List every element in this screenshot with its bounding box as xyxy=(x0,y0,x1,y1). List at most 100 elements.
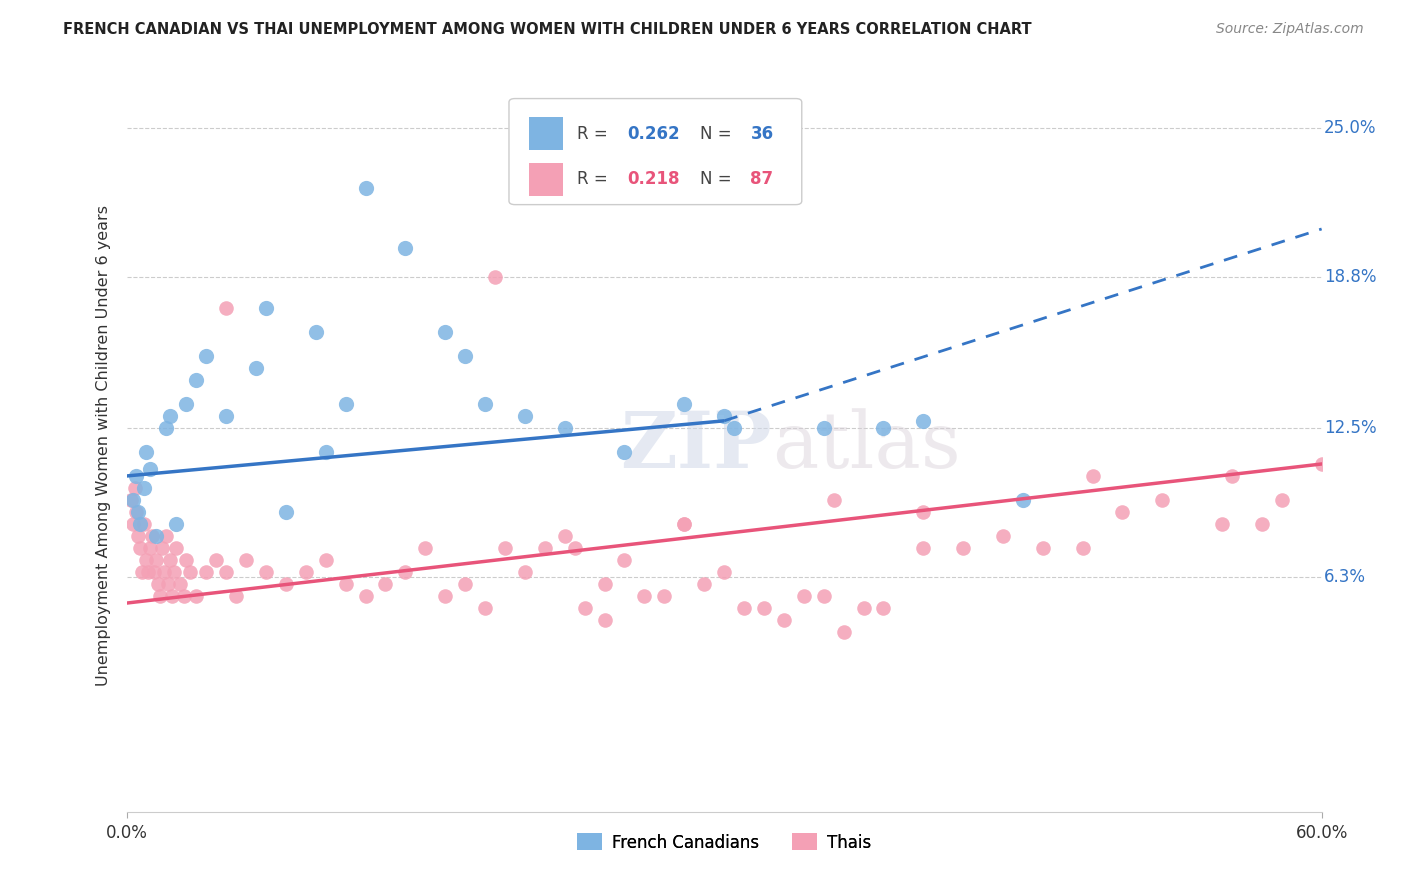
Point xyxy=(673,397,696,411)
Point xyxy=(174,553,197,567)
Text: 0.218: 0.218 xyxy=(627,170,679,188)
Point xyxy=(195,565,218,579)
Point xyxy=(713,409,735,423)
Point xyxy=(163,565,186,579)
Point xyxy=(1111,505,1133,519)
Point xyxy=(1081,469,1104,483)
Point xyxy=(494,541,516,555)
Point xyxy=(613,553,636,567)
Point xyxy=(474,600,496,615)
Point xyxy=(125,505,148,519)
Text: N =: N = xyxy=(700,170,737,188)
Point xyxy=(733,600,755,615)
Point xyxy=(513,565,536,579)
Bar xyxy=(529,118,562,150)
Legend: French Canadians, Thais: French Canadians, Thais xyxy=(569,827,879,858)
Point xyxy=(134,481,156,495)
Point xyxy=(174,397,197,411)
Point xyxy=(235,553,257,567)
Point xyxy=(852,600,875,615)
Point xyxy=(121,516,143,531)
Point xyxy=(159,409,181,423)
Point xyxy=(693,577,716,591)
Point xyxy=(1310,457,1333,471)
Point xyxy=(574,600,596,615)
Point xyxy=(215,565,238,579)
Point xyxy=(155,529,177,543)
Point xyxy=(165,541,187,555)
Text: R =: R = xyxy=(576,170,613,188)
Point xyxy=(335,397,357,411)
Point xyxy=(813,589,835,603)
Point xyxy=(135,445,157,459)
Point xyxy=(413,541,436,555)
Point xyxy=(121,492,143,507)
Point xyxy=(673,516,696,531)
Point xyxy=(186,589,208,603)
Point xyxy=(474,397,496,411)
Point xyxy=(159,553,181,567)
Point xyxy=(652,589,675,603)
Point xyxy=(593,577,616,591)
Point xyxy=(145,553,167,567)
Text: ZIP: ZIP xyxy=(620,408,772,484)
Point xyxy=(139,541,162,555)
Point xyxy=(673,516,696,531)
Bar xyxy=(529,162,562,195)
Point xyxy=(533,541,555,555)
Point xyxy=(832,624,855,639)
Point xyxy=(215,409,238,423)
Point xyxy=(454,349,477,363)
Point xyxy=(554,421,576,435)
Point xyxy=(205,553,228,567)
Point xyxy=(134,516,156,531)
Point xyxy=(138,565,160,579)
Point xyxy=(315,553,337,567)
Point xyxy=(1152,492,1174,507)
Point xyxy=(335,577,357,591)
Text: 0.262: 0.262 xyxy=(627,125,681,143)
Point xyxy=(872,600,894,615)
Point xyxy=(354,181,377,195)
Point xyxy=(912,505,935,519)
Point xyxy=(354,589,377,603)
Point xyxy=(434,325,457,339)
Point xyxy=(148,577,170,591)
Point xyxy=(564,541,586,555)
Point xyxy=(813,421,835,435)
Point xyxy=(169,577,191,591)
Point xyxy=(254,565,277,579)
Text: atlas: atlas xyxy=(772,409,960,483)
Point xyxy=(274,577,297,591)
Point xyxy=(823,492,845,507)
Point xyxy=(152,541,174,555)
Point xyxy=(613,445,636,459)
Point xyxy=(454,577,477,591)
Point xyxy=(1220,469,1243,483)
Point xyxy=(153,565,176,579)
FancyBboxPatch shape xyxy=(509,99,801,204)
Point xyxy=(593,613,616,627)
Point xyxy=(143,565,166,579)
Point xyxy=(179,565,201,579)
Point xyxy=(912,541,935,555)
Text: FRENCH CANADIAN VS THAI UNEMPLOYMENT AMONG WOMEN WITH CHILDREN UNDER 6 YEARS COR: FRENCH CANADIAN VS THAI UNEMPLOYMENT AMO… xyxy=(63,22,1032,37)
Point xyxy=(165,516,187,531)
Point xyxy=(394,565,416,579)
Point xyxy=(513,409,536,423)
Point xyxy=(713,565,735,579)
Point xyxy=(374,577,396,591)
Point xyxy=(245,361,267,376)
Text: 6.3%: 6.3% xyxy=(1324,567,1367,586)
Point xyxy=(124,481,146,495)
Text: 18.8%: 18.8% xyxy=(1324,268,1376,286)
Point xyxy=(1011,492,1033,507)
Point xyxy=(120,492,142,507)
Point xyxy=(127,529,149,543)
Point xyxy=(274,505,297,519)
Point xyxy=(149,589,172,603)
Point xyxy=(434,589,457,603)
Point xyxy=(129,541,152,555)
Point xyxy=(157,577,180,591)
Point xyxy=(225,589,247,603)
